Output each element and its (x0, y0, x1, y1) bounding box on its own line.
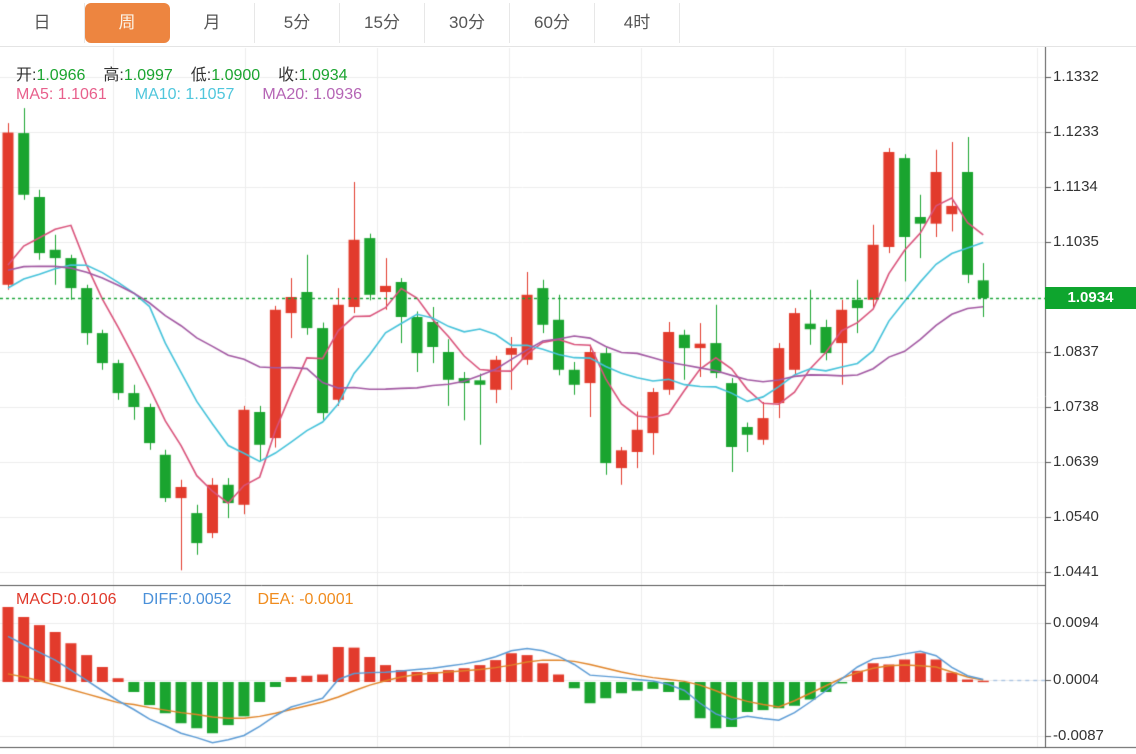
tab-15min[interactable]: 15分 (340, 3, 425, 43)
close-value: 1.0934 (298, 67, 348, 84)
price-axis-label: 1.1134 (1053, 178, 1098, 195)
tab-day[interactable]: 日 (0, 3, 85, 43)
price-axis-label: 1.1332 (1053, 68, 1099, 85)
low-value: 1.0900 (211, 67, 261, 84)
tab-4hour[interactable]: 4时 (595, 3, 680, 43)
high-label: 高: (103, 67, 124, 84)
tab-week[interactable]: 周 (85, 3, 170, 43)
price-axis-label: 1.1035 (1053, 233, 1099, 250)
price-axis-label: 1.0738 (1053, 398, 1099, 415)
macd-legend: MACD:0.0106 DIFF:0.0052 DEA: -0.0001 (16, 591, 380, 609)
high-value: 1.0997 (123, 67, 173, 84)
macd-axis-label: 0.0094 (1053, 614, 1099, 632)
ma10-legend: MA10: 1.1057 (134, 86, 235, 103)
macd-value-legend: MACD:0.0106 (16, 591, 117, 608)
diff-value-legend: DIFF:0.0052 (142, 591, 232, 608)
open-label: 开: (16, 67, 37, 84)
ohlc-legend: 开:1.0966 高:1.0997 低:1.0900 收:1.0934 (16, 61, 366, 85)
dea-value-legend: DEA: -0.0001 (257, 591, 354, 608)
tab-30min[interactable]: 30分 (425, 3, 510, 43)
price-axis-label: 1.0837 (1053, 343, 1099, 360)
price-axis-label: 1.0639 (1053, 453, 1099, 470)
tab-month[interactable]: 月 (170, 3, 255, 43)
price-axis-label: 1.0540 (1053, 508, 1099, 525)
tab-bar: 日周月 5分 15分 30分 60分 4时 (0, 0, 1136, 47)
price-axis-label: 1.1233 (1053, 123, 1099, 140)
price-axis-label: 1.0441 (1053, 563, 1099, 580)
low-label: 低: (190, 67, 212, 84)
ma-legend: MA5: 1.1061 MA10: 1.1057 MA20: 1.0936 (16, 86, 390, 104)
tab-60min[interactable]: 60分 (510, 3, 595, 43)
macd-axis-label: 0.0004 (1053, 670, 1099, 688)
last-price-tag: 1.0934 (1045, 287, 1136, 310)
tab-5min[interactable]: 5分 (255, 3, 340, 43)
ma5-legend: MA5: 1.1061 (16, 86, 107, 103)
ma20-legend: MA20: 1.0936 (262, 86, 362, 103)
close-label: 收: (278, 67, 299, 84)
macd-axis-label: -0.0087 (1053, 727, 1104, 745)
open-value: 1.0966 (36, 67, 86, 84)
